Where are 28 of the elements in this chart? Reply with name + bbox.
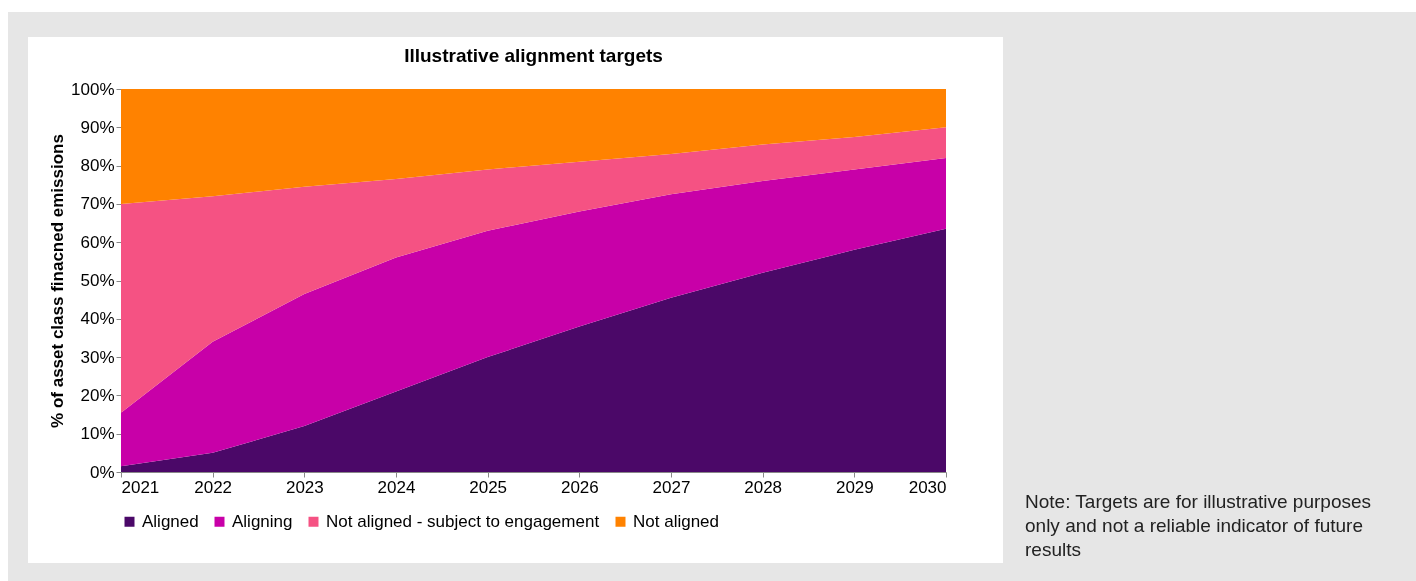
x-tick-label: 2024 (377, 477, 416, 497)
y-tick-label: 70% (80, 194, 115, 214)
x-tick-label: 2030 (908, 477, 947, 497)
y-tick-label: 80% (80, 156, 115, 176)
y-tick-label: 30% (80, 347, 115, 367)
y-tick-label: 20% (80, 385, 115, 405)
legend-label: Not aligned (633, 511, 720, 531)
y-tick-label: 50% (80, 271, 115, 290)
y-tick-label: 10% (80, 424, 115, 444)
y-tick-label: 0% (89, 462, 115, 482)
y-tick-label: 90% (80, 117, 115, 137)
y-axis-title: % of asset class finacned emissions (48, 134, 68, 428)
y-tick-label: 100% (71, 79, 115, 99)
legend-label: Aligning (232, 511, 293, 531)
x-tick-label: 2028 (744, 477, 783, 497)
y-tick-label: 60% (80, 232, 115, 252)
x-tick-label: 2022 (194, 477, 233, 497)
legend-label: Not aligned - subject to engagement (326, 511, 600, 531)
x-tick-label: 2029 (835, 477, 874, 497)
y-tick-label: 40% (80, 309, 115, 329)
x-tick-label: 2026 (560, 477, 599, 497)
chart-title: Illustrative alignment targets (404, 45, 663, 66)
x-tick-label: 2021 (121, 477, 160, 497)
x-tick-label: 2025 (469, 477, 508, 497)
text: Note: Targets are for illustrative purposes only and not a reliable indicator of future results (1025, 490, 1373, 562)
legend-label: Aligned (142, 511, 199, 531)
x-tick-label: 2023 (285, 477, 324, 497)
x-tick-label: 2027 (652, 477, 691, 497)
